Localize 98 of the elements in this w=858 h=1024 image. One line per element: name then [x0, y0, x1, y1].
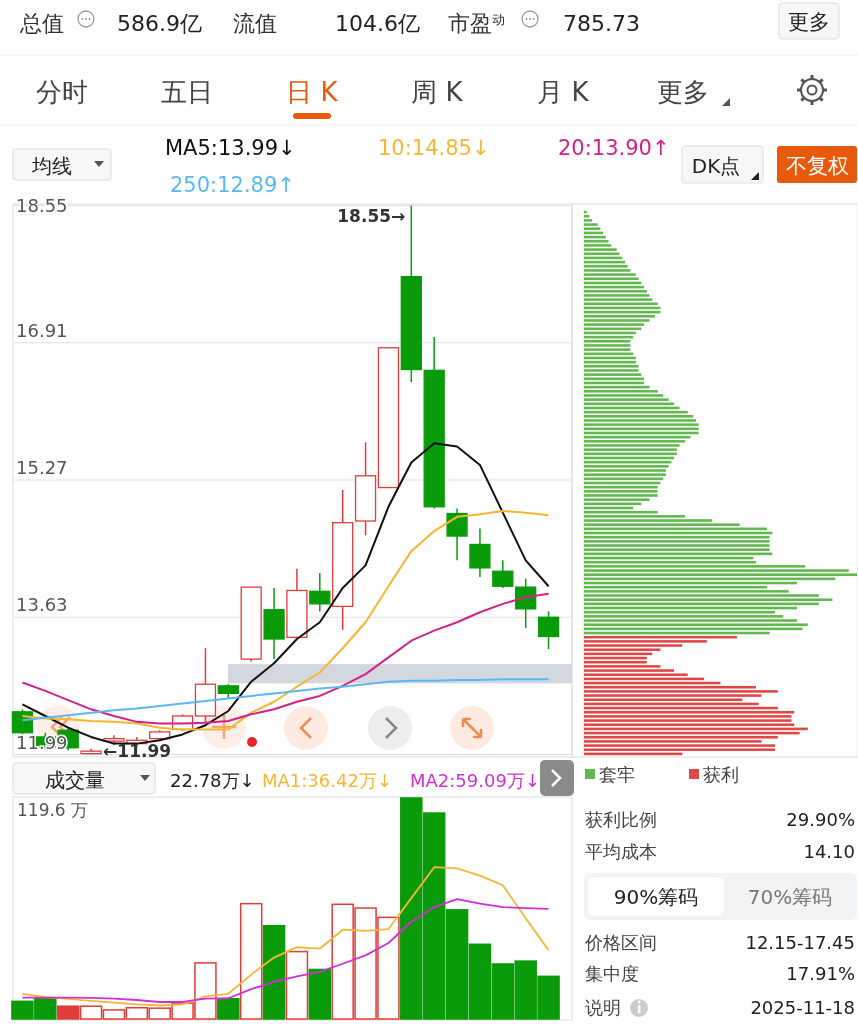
text: 20:13.90↑ — [558, 136, 670, 160]
text: 104.6亿 — [335, 11, 420, 36]
bar — [584, 748, 776, 752]
y-tick-label: 13.63 — [16, 594, 68, 616]
y-tick-label: 16.91 — [16, 319, 68, 341]
text: 总值 — [19, 11, 64, 36]
text: 获利比例 — [585, 809, 657, 830]
bar — [584, 294, 650, 297]
bar — [262, 924, 286, 1020]
bar — [584, 573, 857, 576]
bar — [584, 490, 658, 493]
text: 平均成本 — [585, 841, 657, 862]
bar — [584, 744, 776, 747]
bar — [584, 415, 694, 418]
bar — [584, 227, 601, 231]
bar — [584, 423, 699, 426]
bar — [584, 523, 740, 526]
text: 获利 — [703, 764, 739, 785]
annotation: 18.55→ — [337, 205, 406, 226]
text: 90%筹码 — [613, 885, 699, 909]
text: 日 K — [286, 77, 339, 107]
text: 均线 — [31, 154, 72, 178]
text: 250:12.89↑ — [170, 173, 295, 197]
bar — [584, 398, 669, 401]
bar — [584, 723, 795, 727]
text: 2025-11-18 — [750, 997, 855, 1018]
bar — [584, 419, 696, 422]
bar — [584, 710, 795, 714]
text: 29.90% — [786, 809, 855, 830]
text: 套牢 — [599, 764, 635, 785]
text: 更多 — [788, 10, 830, 34]
bar — [584, 340, 631, 343]
bar — [308, 968, 332, 1020]
bar — [584, 544, 770, 547]
text: 周 K — [411, 77, 464, 107]
bar — [584, 548, 770, 551]
bar — [584, 214, 590, 218]
text: 12.15-17.45 — [745, 932, 855, 953]
text: 70%筹码 — [747, 885, 833, 909]
text: MA1:36.42万↓ — [262, 770, 392, 791]
text: 不复权 — [785, 154, 849, 178]
text: 价格区间 — [584, 932, 657, 953]
annotation: 119.6 万 — [17, 800, 89, 820]
text: 更多 — [657, 77, 709, 107]
text: 586.9亿 — [117, 11, 202, 36]
bar — [584, 440, 686, 443]
bar — [584, 277, 639, 281]
text: 流值 — [233, 11, 277, 36]
bar — [584, 719, 792, 722]
bar — [584, 252, 620, 256]
text: 10:14.85↓ — [378, 136, 490, 160]
text: DK点 — [691, 154, 741, 178]
y-tick-label: 15.27 — [16, 457, 68, 478]
text: MA5:13.99↓ — [165, 136, 296, 160]
text: 分时 — [36, 77, 88, 107]
bar — [584, 264, 628, 268]
bar — [217, 997, 240, 1020]
text: 五日 — [161, 77, 213, 107]
bar — [584, 239, 609, 243]
bar — [584, 635, 737, 639]
text: 14.10 — [803, 841, 855, 862]
bar — [584, 248, 617, 251]
bar — [584, 373, 642, 376]
bar — [584, 673, 688, 677]
bar — [584, 289, 647, 293]
bar — [584, 448, 677, 451]
bar — [584, 715, 792, 718]
bar — [584, 598, 833, 601]
y-tick-label: 18.55 — [16, 194, 68, 216]
bar — [285, 950, 309, 1020]
text: MA2:59.09万↓ — [410, 770, 540, 791]
text: 月 K — [537, 77, 590, 107]
bar — [584, 473, 666, 476]
bar — [584, 469, 666, 472]
bar — [584, 314, 655, 318]
bar — [584, 465, 669, 468]
text: 集中度 — [585, 963, 639, 984]
bar — [584, 327, 642, 331]
bar — [584, 735, 778, 739]
bar — [584, 273, 636, 276]
text: 说明 — [585, 997, 621, 1018]
bar — [584, 223, 598, 226]
text: 市盈$^{动}$ — [448, 11, 505, 36]
text: 17.91% — [786, 963, 855, 984]
bar — [584, 348, 631, 351]
text: 785.73 — [563, 11, 640, 36]
annotation: ←11.99 — [103, 740, 172, 761]
bar — [584, 494, 658, 497]
text: 22.78万↓ — [170, 770, 255, 791]
text: 成交量 — [45, 768, 105, 792]
bar — [584, 690, 778, 693]
bar — [584, 540, 770, 543]
bar — [239, 902, 263, 1020]
bar — [584, 365, 639, 368]
bar — [584, 623, 808, 626]
bar — [584, 302, 658, 306]
bar — [584, 369, 639, 372]
bar — [584, 344, 631, 347]
